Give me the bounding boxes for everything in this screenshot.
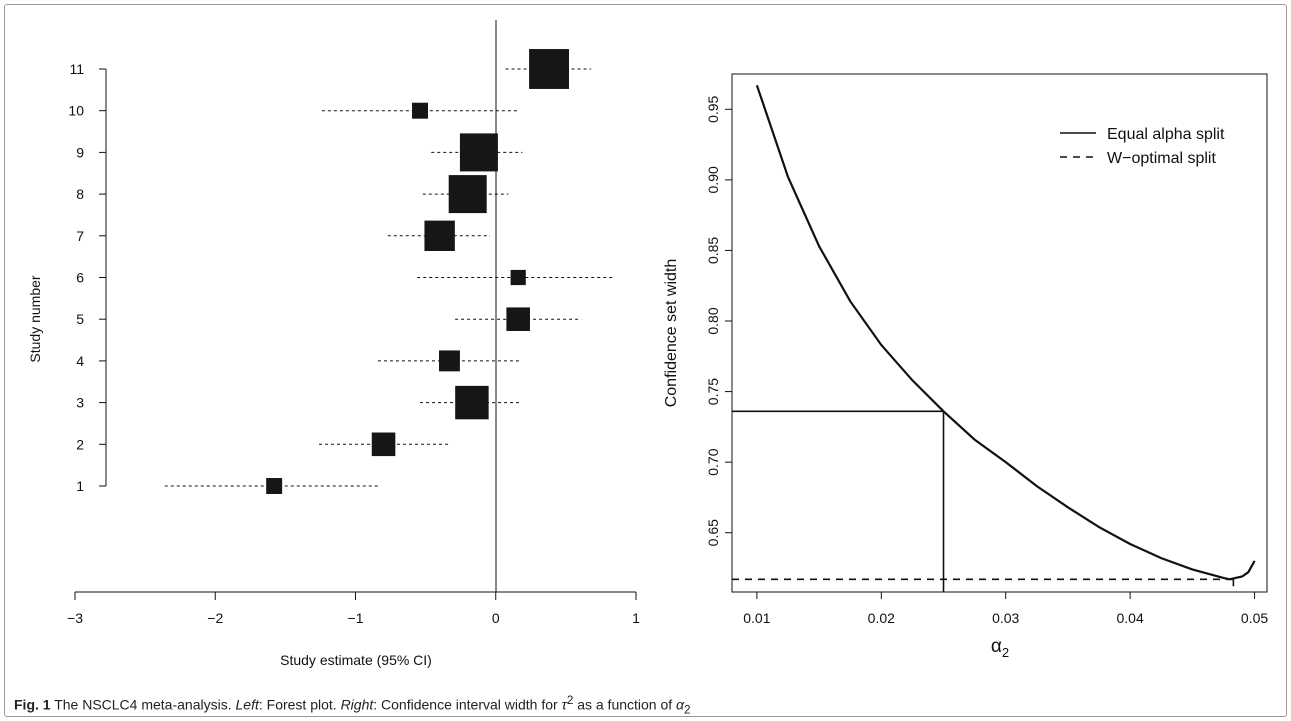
caption-right-word: Right [340,696,374,713]
caption-alpha-subscript: 2 [684,703,691,717]
forest-plot: 1 2 3 4 5 6 7 8 9 10 11 −3 −2 −1 0 1 Study estimate (9… [27,20,640,668]
forest-x-ticks: −3 −2 −1 0 1 [67,592,640,626]
alpha-symbol: α [991,636,1002,657]
caption-label: Fig. 1 [14,696,51,713]
caption-left-word: Left [235,696,259,713]
line-plot-box [731,73,1268,593]
line-x-tick-label: 0.02 [868,610,895,626]
forest-y-tick-label: 7 [76,228,84,244]
line-y-tick-label: 0.85 [705,237,721,264]
forest-y-tick-label: 9 [76,144,84,160]
figure-frame [4,4,1287,717]
equal-split-curve [755,84,1256,581]
caption-text-1: The NSCLC4 meta-analysis. [50,696,236,713]
alpha-subscript: 2 [1002,645,1009,660]
caption-alpha-symbol: α [676,696,685,713]
legend-label-equal: Equal alpha split [1107,126,1225,143]
forest-y-tick-label: 2 [76,436,84,452]
estimate-square-study-4 [439,350,460,372]
forest-y-axis-label: Study number [27,275,43,362]
forest-y-tick-label: 5 [76,311,84,327]
estimate-square-study-11 [529,49,569,89]
line-y-ticks: 0.65 0.70 0.75 0.80 0.85 0.90 0.95 [705,95,732,546]
line-y-tick-label: 0.65 [705,519,721,546]
estimate-square-study-1 [266,478,283,494]
caption-tau-exponent: 2 [566,694,574,707]
line-x-tick-label: 0.03 [992,610,1019,626]
line-y-tick-label: 0.70 [705,448,721,475]
line-y-tick-label: 0.75 [705,378,721,405]
caption-text-3: : Confidence interval width for [373,696,562,713]
estimate-square-study-10 [412,102,428,119]
width-line-plot: 0.650.700.750.800.850.900.95 0.01 0.02 0.0… [663,73,1268,660]
line-x-tick-label: 0.05 [1241,610,1268,626]
forest-y-tick-label: 8 [76,186,84,202]
forest-y-ticks: 1 2 3 4 5 6 7 8 9 10 11 [68,61,106,494]
forest-y-tick-label: 6 [76,270,84,286]
line-legend: Equal alpha split W−optimal split [1060,126,1225,167]
forest-marks [164,49,614,494]
legend-label-optimal: W−optimal split [1107,150,1216,167]
caption-text-2: : Forest plot. [258,696,341,713]
line-y-tick-label: 0.90 [705,166,721,193]
line-x-axis-label: α2 [991,636,1009,660]
line-y-tick-label: 0.95 [705,95,721,122]
caption-tau-symbol: τ [561,696,567,713]
line-x-ticks: 0.01 0.02 0.03 0.04 0.05 [743,592,1268,626]
line-x-tick-label: 0.04 [1117,610,1144,626]
estimate-square-study-3 [455,385,489,420]
line-reference-lines [732,410,1235,592]
forest-x-tick-label: −1 [348,610,364,626]
forest-x-axis-label: Study estimate (95% CI) [280,652,432,668]
forest-y-tick-label: 11 [69,61,84,77]
figure-caption: Fig. 1 The NSCLC4 meta-analysis. Left: F… [14,694,691,716]
line-x-tick-label: 0.01 [743,610,770,626]
forest-y-tick-label: 10 [68,103,84,119]
line-y-tick-label: 0.80 [705,307,721,334]
forest-y-tick-label: 3 [76,395,84,411]
forest-x-tick-label: −2 [207,610,223,626]
estimate-square-study-9 [459,133,498,172]
line-y-axis-label: Confidence set width [663,259,680,408]
forest-x-tick-label: −3 [67,610,83,626]
forest-x-tick-label: 1 [632,610,640,626]
estimate-square-study-5 [506,307,530,331]
forest-y-tick-label: 4 [76,353,84,369]
estimate-square-study-8 [448,175,487,214]
estimate-square-study-2 [371,432,396,457]
forest-y-tick-label: 1 [76,478,84,494]
forest-x-tick-label: 0 [492,610,500,626]
estimate-square-study-7 [424,220,455,251]
caption-text-4: as a function of [573,696,677,713]
estimate-square-study-6 [510,269,526,286]
